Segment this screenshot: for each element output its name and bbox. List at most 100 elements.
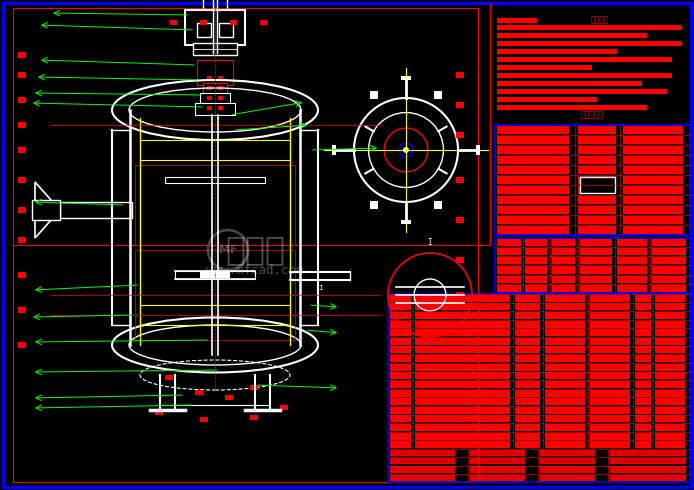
Bar bbox=[135, 250, 295, 340]
Bar bbox=[497, 126, 569, 134]
Bar bbox=[545, 381, 585, 388]
Bar bbox=[497, 267, 521, 274]
Bar bbox=[635, 441, 651, 448]
Bar bbox=[497, 146, 569, 154]
Bar bbox=[165, 375, 173, 380]
Bar bbox=[590, 398, 630, 405]
Bar bbox=[580, 239, 612, 246]
Bar bbox=[495, 238, 690, 293]
Bar bbox=[497, 49, 617, 54]
Bar bbox=[540, 475, 595, 481]
Bar bbox=[623, 216, 683, 224]
Bar bbox=[590, 355, 630, 362]
Bar bbox=[497, 73, 672, 78]
Bar bbox=[545, 433, 585, 440]
Bar bbox=[401, 220, 411, 224]
Bar bbox=[497, 239, 521, 246]
Bar bbox=[515, 355, 540, 362]
Bar bbox=[655, 338, 685, 345]
Bar bbox=[610, 458, 686, 465]
Bar bbox=[390, 407, 411, 414]
Bar bbox=[623, 156, 683, 164]
Bar bbox=[578, 186, 616, 194]
Bar bbox=[590, 433, 630, 440]
Bar bbox=[515, 433, 540, 440]
Bar bbox=[456, 177, 464, 183]
Bar bbox=[415, 398, 510, 405]
Bar bbox=[200, 417, 208, 422]
Bar bbox=[545, 303, 585, 311]
Bar bbox=[515, 364, 540, 371]
Bar bbox=[497, 89, 667, 94]
Bar bbox=[60, 202, 132, 218]
Bar bbox=[390, 416, 411, 422]
Bar bbox=[655, 424, 685, 431]
Bar bbox=[578, 166, 616, 174]
Bar bbox=[497, 248, 521, 255]
Bar bbox=[515, 312, 540, 319]
Bar bbox=[623, 126, 683, 134]
Bar bbox=[655, 398, 685, 405]
Bar bbox=[390, 450, 455, 456]
Bar bbox=[525, 257, 547, 265]
Bar bbox=[545, 398, 585, 405]
Bar bbox=[540, 450, 595, 456]
Bar bbox=[497, 176, 569, 184]
Bar bbox=[545, 355, 585, 362]
Bar bbox=[390, 433, 411, 440]
Bar bbox=[590, 295, 630, 302]
Bar bbox=[635, 398, 651, 405]
Bar bbox=[456, 257, 464, 263]
Bar bbox=[635, 390, 651, 396]
Bar bbox=[545, 372, 585, 379]
Bar bbox=[655, 303, 685, 311]
Bar bbox=[195, 390, 203, 395]
Bar bbox=[545, 312, 585, 319]
Bar bbox=[545, 424, 585, 431]
Bar bbox=[497, 285, 521, 292]
Bar bbox=[18, 122, 26, 128]
Bar bbox=[590, 312, 630, 319]
Bar bbox=[623, 136, 683, 144]
Bar bbox=[590, 320, 630, 328]
Bar bbox=[652, 248, 686, 255]
Bar bbox=[590, 424, 630, 431]
Bar bbox=[207, 96, 212, 100]
Bar bbox=[590, 407, 630, 414]
Bar bbox=[497, 25, 682, 30]
Bar bbox=[497, 166, 569, 174]
Bar bbox=[617, 267, 647, 274]
Bar bbox=[388, 294, 690, 482]
Bar bbox=[401, 76, 411, 80]
Bar bbox=[578, 216, 616, 224]
Bar bbox=[635, 295, 651, 302]
Bar bbox=[390, 364, 411, 371]
Bar bbox=[415, 338, 510, 345]
Bar bbox=[415, 346, 510, 353]
Bar bbox=[470, 458, 525, 465]
Bar bbox=[415, 320, 510, 328]
Bar bbox=[18, 307, 26, 313]
Bar bbox=[635, 381, 651, 388]
Bar bbox=[456, 217, 464, 223]
Bar bbox=[635, 364, 651, 371]
Bar bbox=[580, 276, 612, 283]
Bar bbox=[578, 176, 616, 184]
Bar bbox=[390, 372, 411, 379]
Bar bbox=[390, 320, 411, 328]
Bar bbox=[515, 338, 540, 345]
Bar bbox=[390, 466, 455, 473]
Bar bbox=[456, 132, 464, 138]
Bar bbox=[525, 285, 547, 292]
Bar bbox=[525, 267, 547, 274]
Bar bbox=[415, 390, 510, 396]
Bar bbox=[497, 196, 569, 204]
Bar bbox=[552, 276, 575, 283]
Text: MF: MF bbox=[219, 245, 237, 255]
Bar bbox=[193, 43, 237, 55]
Bar bbox=[390, 475, 455, 481]
Bar bbox=[200, 93, 230, 105]
Bar bbox=[623, 186, 683, 194]
Bar bbox=[456, 292, 464, 298]
Bar bbox=[497, 257, 521, 265]
